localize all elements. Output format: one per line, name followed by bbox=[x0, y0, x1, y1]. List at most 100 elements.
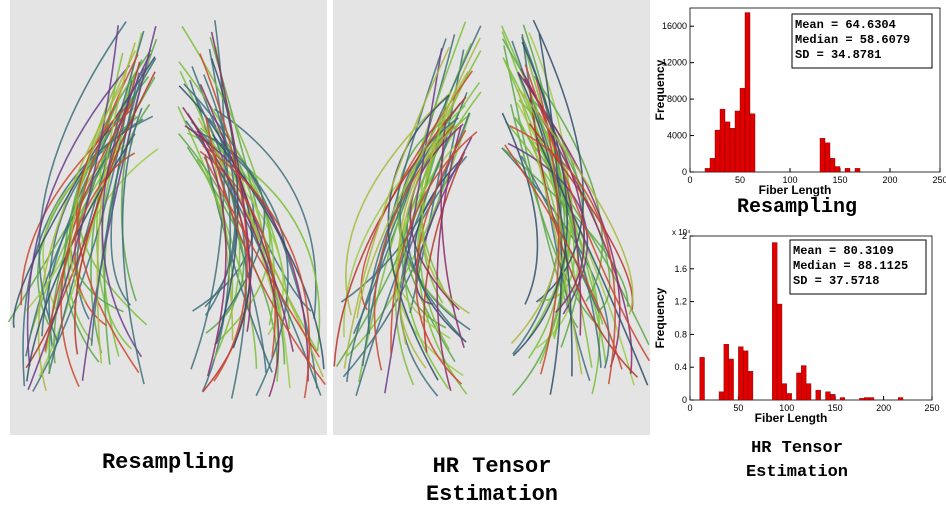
fiber bbox=[121, 107, 145, 385]
y-tick-label: 1.6 bbox=[674, 264, 687, 274]
fiber bbox=[504, 144, 623, 370]
caption-middle: Estimation bbox=[426, 482, 558, 507]
bar bbox=[743, 350, 749, 401]
fiber bbox=[203, 74, 237, 316]
x-tick-label: 200 bbox=[882, 175, 897, 185]
fiber bbox=[12, 56, 156, 328]
fiber bbox=[501, 31, 593, 368]
fiber bbox=[415, 129, 467, 385]
fiber bbox=[343, 46, 450, 369]
x-tick-label: 100 bbox=[782, 175, 797, 185]
tract-image-left bbox=[10, 0, 327, 435]
y-tick-label: 0 bbox=[682, 395, 687, 405]
chart-caption: HR Tensor bbox=[751, 439, 843, 458]
fiber bbox=[74, 71, 156, 355]
x-tick-label: 0 bbox=[687, 175, 692, 185]
fiber bbox=[512, 41, 568, 357]
x-tick-label: 0 bbox=[687, 403, 692, 413]
chart-caption: Estimation bbox=[746, 463, 848, 482]
fibers-middle bbox=[333, 19, 651, 397]
y-tick-label: 16000 bbox=[662, 21, 687, 31]
bar bbox=[714, 129, 721, 173]
fiber bbox=[384, 48, 443, 394]
fiber bbox=[533, 75, 604, 302]
fiber bbox=[352, 34, 456, 334]
fiber bbox=[210, 31, 252, 332]
bar bbox=[724, 121, 731, 173]
bar bbox=[796, 372, 802, 401]
fiber bbox=[394, 139, 464, 377]
stats-box bbox=[791, 13, 933, 69]
fiber bbox=[96, 42, 136, 364]
y-axis-label: Frequency bbox=[653, 59, 667, 120]
y-tick-label: 1.2 bbox=[674, 297, 687, 307]
x-tick-label: 250 bbox=[924, 403, 939, 413]
fiber bbox=[101, 53, 151, 358]
fiber bbox=[415, 136, 473, 305]
stat-line: Median = 58.6079 bbox=[795, 33, 910, 47]
bar bbox=[839, 397, 846, 401]
bar bbox=[805, 383, 812, 401]
fiber bbox=[81, 26, 157, 381]
fiber bbox=[90, 72, 140, 346]
fiber bbox=[356, 71, 469, 319]
y-tick-label: 8000 bbox=[667, 94, 687, 104]
y-tick-label: 12000 bbox=[662, 58, 687, 68]
bar bbox=[781, 383, 788, 401]
fiber bbox=[184, 120, 322, 396]
y-tick-label: 0.4 bbox=[674, 362, 687, 372]
x-tick-label: 200 bbox=[876, 403, 891, 413]
bar bbox=[864, 397, 870, 401]
fiber bbox=[202, 145, 311, 399]
fiber bbox=[399, 155, 468, 397]
stats-box bbox=[789, 239, 927, 295]
fiber bbox=[390, 131, 478, 354]
x-tick-label: 50 bbox=[735, 175, 745, 185]
y-tick-label: 0 bbox=[682, 167, 687, 177]
fiber bbox=[523, 78, 585, 314]
bar bbox=[834, 166, 841, 173]
y-scale-label: x 10⁴ bbox=[672, 228, 691, 237]
fiber bbox=[502, 147, 629, 307]
x-tick-label: 100 bbox=[779, 403, 794, 413]
x-tick-label: 250 bbox=[932, 175, 946, 185]
fiber bbox=[518, 88, 634, 315]
fiber bbox=[538, 33, 563, 395]
bar bbox=[723, 344, 729, 401]
stat-line: Mean = 64.6304 bbox=[795, 18, 896, 32]
fiber bbox=[179, 70, 319, 352]
bar bbox=[744, 12, 751, 173]
fiber bbox=[44, 152, 136, 352]
bar bbox=[704, 168, 711, 173]
y-axis-label: Frequency bbox=[653, 287, 667, 348]
bar bbox=[868, 397, 875, 401]
fiber bbox=[199, 53, 248, 382]
bar bbox=[829, 158, 836, 173]
fiber bbox=[214, 108, 317, 319]
caption-middle: HR Tensor bbox=[433, 454, 552, 479]
bar bbox=[859, 398, 865, 401]
bar bbox=[776, 303, 783, 401]
fiber bbox=[535, 78, 560, 375]
x-axis-label: Fiber Length bbox=[759, 183, 832, 197]
fiber bbox=[76, 103, 140, 374]
fiber bbox=[537, 112, 633, 374]
fibers-left bbox=[7, 20, 326, 399]
fiber bbox=[186, 112, 227, 377]
bar bbox=[719, 108, 726, 173]
fiber bbox=[333, 96, 467, 367]
bar bbox=[824, 142, 831, 173]
bar bbox=[738, 346, 744, 401]
y-tick-label: 0.8 bbox=[674, 329, 687, 339]
plot-area bbox=[689, 7, 941, 173]
fiber bbox=[517, 71, 621, 368]
fiber bbox=[110, 68, 145, 306]
stat-line: SD = 37.5718 bbox=[793, 274, 879, 288]
fiber bbox=[212, 134, 325, 370]
bar bbox=[747, 371, 754, 401]
bar bbox=[709, 158, 716, 173]
chart-caption: Resampling bbox=[737, 196, 857, 219]
bar bbox=[830, 394, 836, 401]
